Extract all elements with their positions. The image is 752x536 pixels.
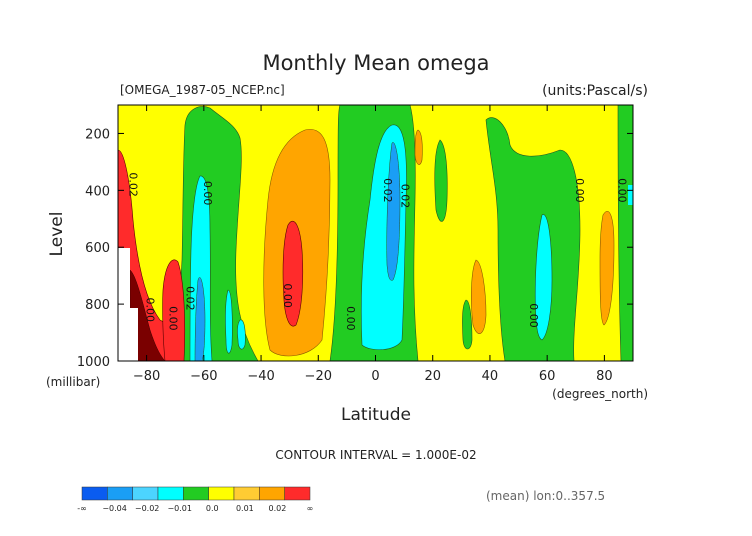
y-tick-label: 1000 bbox=[77, 355, 110, 370]
x-tick-label: 20 bbox=[424, 369, 441, 384]
legend-label: 0.02 bbox=[269, 504, 287, 513]
contour-label: 0.00 bbox=[281, 283, 294, 308]
field-negative-small-1 bbox=[434, 139, 448, 222]
y-axis: 200 400 600 800 1000 bbox=[77, 127, 633, 370]
field-orange-north bbox=[599, 210, 615, 326]
x-tick-label: −60 bbox=[190, 369, 217, 384]
legend-label: -∞ bbox=[77, 504, 87, 513]
field-missing-data bbox=[118, 248, 138, 361]
legend-label: −0.04 bbox=[102, 504, 127, 513]
field-blue-equator bbox=[386, 142, 401, 281]
contour-label: 0.02 bbox=[398, 184, 411, 209]
field-darkred-pole bbox=[129, 269, 166, 361]
field-cyan-south bbox=[189, 175, 213, 361]
field-cyan-small-2 bbox=[237, 319, 246, 350]
units-label: (units:Pascal/s) bbox=[542, 83, 648, 99]
field-negative-small-2 bbox=[462, 299, 473, 350]
contour-label: 0.00 bbox=[344, 306, 357, 331]
legend-label: −0.02 bbox=[135, 504, 160, 513]
legend-label: −0.01 bbox=[167, 504, 192, 513]
legend-swatch bbox=[284, 486, 311, 501]
x-tick-label: 80 bbox=[596, 369, 613, 384]
field-red-southern-core bbox=[162, 259, 186, 361]
contour-fields bbox=[118, 105, 633, 361]
contour-label: 0.00 bbox=[144, 298, 157, 323]
field-blue-south bbox=[194, 277, 206, 361]
legend-label: 0.0 bbox=[206, 504, 219, 513]
legend-label: ∞ bbox=[307, 504, 314, 513]
color-legend: -∞ −0.04 −0.02 −0.01 0.0 0.01 0.02 ∞ bbox=[77, 486, 314, 513]
legend-label: 0.01 bbox=[236, 504, 254, 513]
x-tick-label: −40 bbox=[247, 369, 274, 384]
field-orange-mid bbox=[471, 259, 487, 335]
contour-label: 0.00 bbox=[167, 306, 180, 331]
x-tick-label: 0 bbox=[371, 369, 379, 384]
file-label: [OMEGA_1987-05_NCEP.nc] bbox=[120, 83, 285, 97]
contour-label: 0.02 bbox=[184, 286, 197, 311]
legend-swatch bbox=[208, 486, 235, 501]
field-cyan-north bbox=[534, 214, 553, 341]
contour-interval: CONTOUR INTERVAL = 1.000E-02 bbox=[275, 448, 476, 462]
contour-label: 0.00 bbox=[616, 178, 629, 203]
legend-swatch bbox=[233, 486, 260, 501]
chart-title: Monthly Mean omega bbox=[262, 51, 489, 75]
y-tick-label: 200 bbox=[85, 127, 110, 142]
legend-swatch bbox=[81, 486, 108, 501]
legend-swatch bbox=[259, 486, 285, 501]
x-axis-label: Latitude bbox=[341, 405, 411, 425]
contour-labels: 0.02 0.00 0.00 0.02 0.00 0.00 0.02 0.02 0.00 0.00… bbox=[126, 172, 628, 330]
x-tick-label: 60 bbox=[539, 369, 556, 384]
field-negative-pole bbox=[617, 105, 633, 361]
y-unit-label: (millibar) bbox=[46, 375, 100, 389]
x-tick-label: −80 bbox=[133, 369, 160, 384]
field-red-south bbox=[282, 220, 304, 327]
contour-label: 0.00 bbox=[201, 181, 214, 206]
contour-label: 0.00 bbox=[527, 303, 540, 328]
contour-label: 0.02 bbox=[126, 172, 139, 197]
averaging-note: (mean) lon:0..357.5 bbox=[486, 489, 605, 503]
legend-swatch bbox=[157, 486, 184, 501]
x-axis: −80 −60 −40 −20 0 20 40 60 80 bbox=[133, 105, 613, 384]
y-axis-label: Level bbox=[47, 212, 67, 257]
contour-label: 0.00 bbox=[573, 178, 586, 203]
legend-swatch bbox=[107, 486, 133, 501]
y-tick-label: 400 bbox=[85, 184, 110, 199]
y-tick-label: 600 bbox=[85, 241, 110, 256]
y-tick-label: 800 bbox=[85, 298, 110, 313]
x-tick-label: −20 bbox=[305, 369, 332, 384]
field-orange-equator bbox=[414, 129, 423, 165]
legend-swatch bbox=[183, 486, 209, 501]
legend-swatch bbox=[132, 486, 159, 501]
field-cyan-small-1 bbox=[225, 289, 233, 354]
contour-label: 0.02 bbox=[381, 178, 394, 203]
x-unit-label: (degrees_north) bbox=[552, 387, 648, 401]
x-tick-label: 40 bbox=[482, 369, 499, 384]
field-negative-north bbox=[485, 117, 581, 361]
